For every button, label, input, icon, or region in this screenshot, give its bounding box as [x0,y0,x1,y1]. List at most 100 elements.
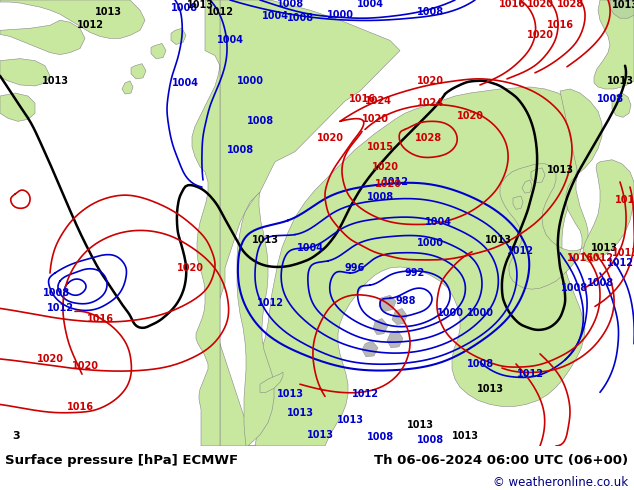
Text: 1004: 1004 [172,78,198,88]
Text: 1008: 1008 [366,432,394,442]
Text: 1016: 1016 [614,195,634,205]
Text: 988: 988 [396,296,417,306]
Polygon shape [612,93,631,117]
Text: 1013: 1013 [94,7,122,17]
Text: 1016: 1016 [547,20,574,30]
Text: 1013: 1013 [276,390,304,399]
Polygon shape [387,331,403,348]
Text: 1020: 1020 [176,263,204,273]
Polygon shape [171,28,186,45]
Text: 1020: 1020 [316,132,344,143]
Text: 1013: 1013 [484,235,512,245]
Text: 1020: 1020 [417,76,444,86]
Text: 1008: 1008 [560,283,588,293]
Polygon shape [392,308,407,324]
Text: 1004: 1004 [425,218,451,227]
Polygon shape [131,64,146,79]
Polygon shape [379,295,396,312]
Polygon shape [373,318,388,335]
Text: 1013: 1013 [612,0,634,10]
Text: 1016: 1016 [67,402,93,413]
Polygon shape [237,192,274,446]
Text: 1008: 1008 [287,13,314,23]
Text: 1008: 1008 [226,145,254,155]
Polygon shape [0,59,50,86]
Text: 1008: 1008 [467,359,493,369]
Polygon shape [522,180,532,193]
Text: 1004: 1004 [356,0,384,9]
Text: 1012: 1012 [507,246,533,256]
Text: 1008: 1008 [276,0,304,9]
Text: 1012: 1012 [77,20,103,30]
Text: Th 06-06-2024 06:00 UTC (06+00): Th 06-06-2024 06:00 UTC (06+00) [373,454,628,466]
Polygon shape [513,196,523,209]
Text: 1013: 1013 [547,165,574,175]
Text: 1012: 1012 [382,177,408,187]
Text: 1024: 1024 [417,98,444,108]
Text: 1000: 1000 [327,10,354,20]
Text: 1012: 1012 [607,258,633,268]
Text: 1000: 1000 [467,308,493,318]
Text: 1013: 1013 [612,248,634,258]
Text: 1016: 1016 [567,253,593,263]
Polygon shape [594,0,634,89]
Text: 1008: 1008 [417,7,444,17]
Text: 1000: 1000 [417,238,444,247]
Text: 1020: 1020 [526,0,553,9]
Polygon shape [0,93,35,122]
Text: 1013: 1013 [41,76,68,86]
Text: Surface pressure [hPa] ECMWF: Surface pressure [hPa] ECMWF [5,454,238,466]
Text: 1012: 1012 [207,7,233,17]
Text: 1013: 1013 [477,384,503,394]
Text: 1020: 1020 [372,162,399,172]
Text: 1013: 1013 [186,0,214,10]
Text: 1013: 1013 [607,76,633,86]
Polygon shape [500,89,602,289]
Text: 992: 992 [405,268,425,278]
Text: 1004: 1004 [297,243,323,253]
Polygon shape [260,372,283,392]
Text: 1016: 1016 [86,314,113,323]
Text: 1012: 1012 [351,390,378,399]
Text: © weatheronline.co.uk: © weatheronline.co.uk [493,476,628,489]
Text: 1000: 1000 [436,308,463,318]
Text: 1028: 1028 [415,132,441,143]
Text: 1013: 1013 [306,430,333,440]
Text: 1020: 1020 [361,114,389,124]
Text: 1013: 1013 [287,408,313,417]
Text: 1013: 1013 [406,419,434,430]
Text: 1012: 1012 [46,303,74,314]
Text: 1008: 1008 [247,116,273,126]
Text: 1008: 1008 [417,435,444,445]
Text: 1020: 1020 [375,179,401,189]
Text: 3: 3 [12,431,20,441]
Text: 1015: 1015 [366,142,394,151]
Text: 1020: 1020 [526,30,553,40]
Text: 1008: 1008 [586,278,614,288]
Text: 1024: 1024 [365,96,392,106]
Text: 1004: 1004 [216,35,243,46]
Text: 1013: 1013 [337,415,363,425]
Polygon shape [362,341,378,357]
Text: 1008: 1008 [171,3,198,13]
Text: 1020: 1020 [72,361,98,371]
Polygon shape [583,160,634,263]
Text: 1012: 1012 [517,369,543,379]
Polygon shape [122,81,133,94]
Text: 1013: 1013 [590,243,618,253]
Polygon shape [0,0,145,38]
Text: 1013: 1013 [252,235,278,245]
Text: 1028: 1028 [557,0,583,9]
Text: 1012: 1012 [257,298,283,308]
Polygon shape [215,0,585,446]
Polygon shape [531,168,545,183]
Text: 1013: 1013 [451,431,479,441]
Text: 1020: 1020 [456,111,484,122]
Text: 1012: 1012 [586,253,614,263]
Text: 1004: 1004 [261,11,288,21]
Polygon shape [192,0,220,446]
Text: 1008: 1008 [366,192,394,202]
Text: 1016: 1016 [349,94,375,104]
Text: 1000: 1000 [236,76,264,86]
Text: 1016: 1016 [498,0,526,9]
